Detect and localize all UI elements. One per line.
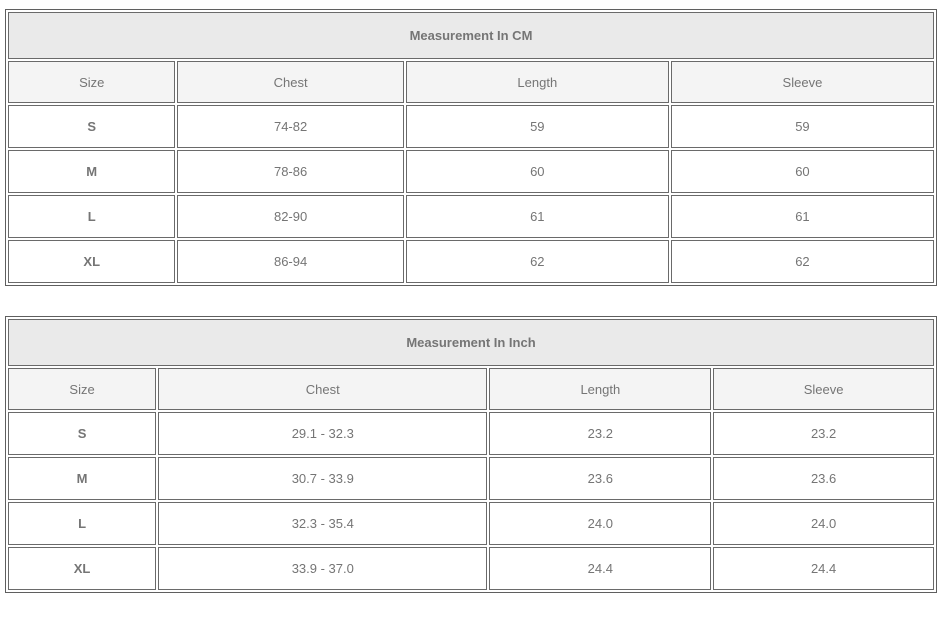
- cell-length: 61: [405, 195, 669, 238]
- cell-sleeve: 62: [670, 240, 934, 283]
- cell-chest: 29.1 - 32.3: [158, 412, 488, 455]
- cell-size: XL: [8, 547, 157, 590]
- cell-size: L: [8, 195, 176, 238]
- cell-chest: 78-86: [177, 150, 404, 193]
- column-header-chest: Chest: [158, 368, 488, 410]
- column-header-size: Size: [8, 61, 176, 103]
- cell-size: S: [8, 105, 176, 148]
- cell-size: L: [8, 502, 157, 545]
- cell-size: M: [8, 457, 157, 500]
- size-chart-page: Measurement In CM Size Chest Length Slee…: [5, 9, 937, 593]
- cell-chest: 82-90: [177, 195, 404, 238]
- table-row: L 82-90 61 61: [8, 195, 934, 238]
- cell-sleeve: 61: [670, 195, 934, 238]
- cell-length: 62: [405, 240, 669, 283]
- table-row: L 32.3 - 35.4 24.0 24.0: [8, 502, 934, 545]
- cell-length: 59: [405, 105, 669, 148]
- cell-size: XL: [8, 240, 176, 283]
- table-title: Measurement In Inch: [8, 319, 934, 366]
- column-header-row: Size Chest Length Sleeve: [8, 61, 934, 103]
- table-title-row: Measurement In CM: [8, 12, 934, 59]
- cell-sleeve: 24.0: [713, 502, 934, 545]
- cell-size: M: [8, 150, 176, 193]
- cell-sleeve: 60: [670, 150, 934, 193]
- table-title-row: Measurement In Inch: [8, 319, 934, 366]
- table-row: M 78-86 60 60: [8, 150, 934, 193]
- cell-sleeve: 24.4: [713, 547, 934, 590]
- column-header-length: Length: [405, 61, 669, 103]
- cell-sleeve: 59: [670, 105, 934, 148]
- cell-chest: 33.9 - 37.0: [158, 547, 488, 590]
- table-row: XL 33.9 - 37.0 24.4 24.4: [8, 547, 934, 590]
- table-row: XL 86-94 62 62: [8, 240, 934, 283]
- cell-chest: 30.7 - 33.9: [158, 457, 488, 500]
- cell-length: 23.6: [489, 457, 712, 500]
- cell-length: 23.2: [489, 412, 712, 455]
- cell-length: 24.0: [489, 502, 712, 545]
- cell-chest: 32.3 - 35.4: [158, 502, 488, 545]
- cell-chest: 86-94: [177, 240, 404, 283]
- table-row: S 74-82 59 59: [8, 105, 934, 148]
- measurement-inch-table: Measurement In Inch Size Chest Length Sl…: [5, 316, 937, 593]
- table-title: Measurement In CM: [8, 12, 934, 59]
- column-header-sleeve: Sleeve: [670, 61, 934, 103]
- cell-sleeve: 23.2: [713, 412, 934, 455]
- column-header-sleeve: Sleeve: [713, 368, 934, 410]
- column-header-size: Size: [8, 368, 157, 410]
- column-header-chest: Chest: [177, 61, 404, 103]
- table-row: S 29.1 - 32.3 23.2 23.2: [8, 412, 934, 455]
- column-header-row: Size Chest Length Sleeve: [8, 368, 934, 410]
- column-header-length: Length: [489, 368, 712, 410]
- table-row: M 30.7 - 33.9 23.6 23.6: [8, 457, 934, 500]
- cell-sleeve: 23.6: [713, 457, 934, 500]
- cell-size: S: [8, 412, 157, 455]
- cell-chest: 74-82: [177, 105, 404, 148]
- cell-length: 24.4: [489, 547, 712, 590]
- cell-length: 60: [405, 150, 669, 193]
- measurement-cm-table: Measurement In CM Size Chest Length Slee…: [5, 9, 937, 286]
